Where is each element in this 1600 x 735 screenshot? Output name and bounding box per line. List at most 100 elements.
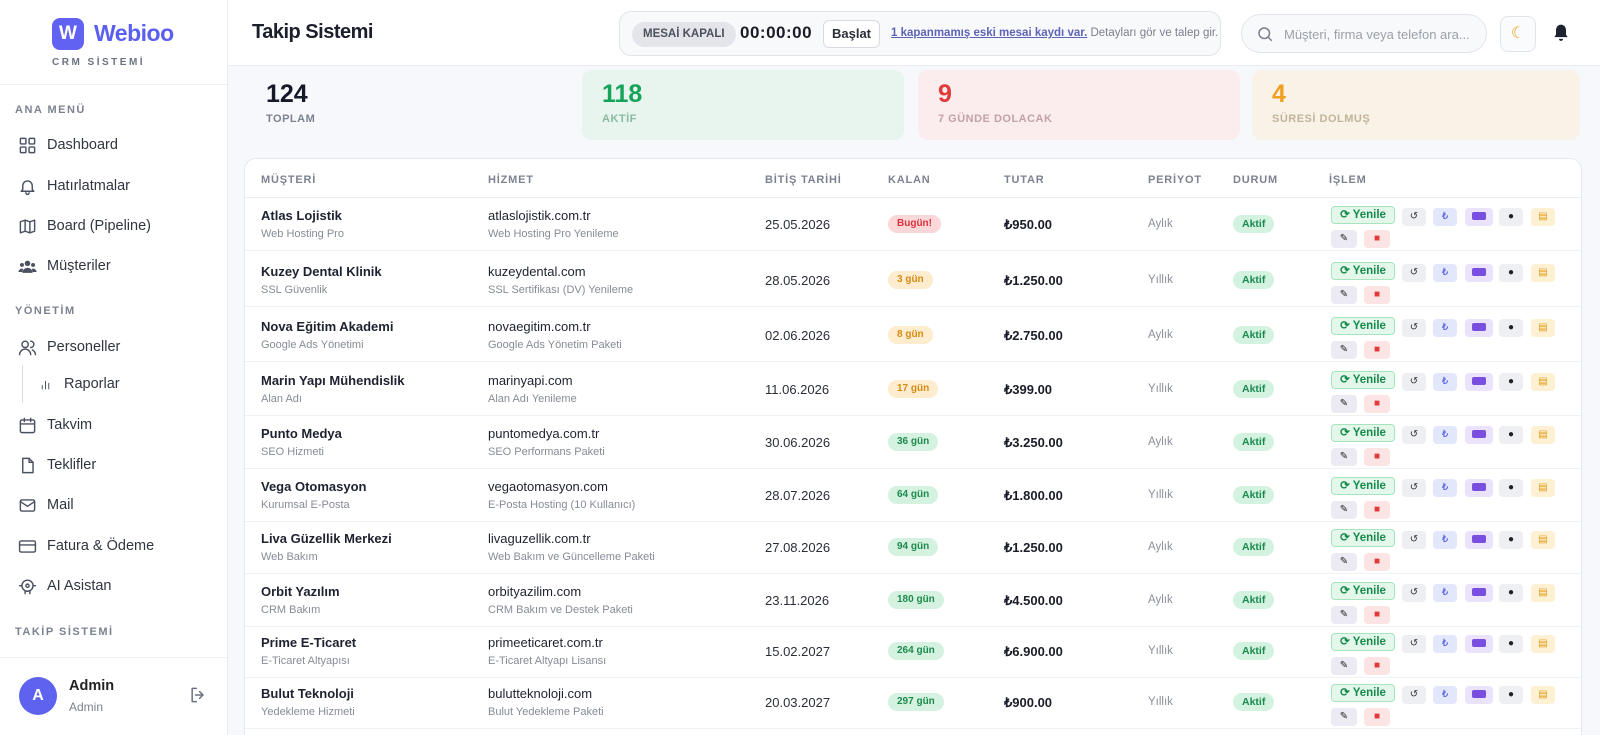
stat-card-total[interactable]: 124 TOPLAM (246, 70, 568, 140)
renew-button[interactable]: ⟳ Yenile (1331, 262, 1395, 280)
message-button[interactable]: ● (1499, 531, 1523, 549)
history-button[interactable]: ↺ (1402, 264, 1426, 282)
history-button[interactable]: ↺ (1402, 373, 1426, 391)
history-button[interactable]: ↺ (1402, 584, 1426, 602)
message-button[interactable]: ● (1499, 584, 1523, 602)
payment-button[interactable]: ₺ (1433, 686, 1457, 704)
customer-name[interactable]: Orbit Yazılım (261, 584, 340, 599)
sidebar-item-mail[interactable]: Mail (18, 490, 74, 520)
document-button[interactable]: ▤ (1531, 426, 1555, 444)
edit-button[interactable]: ✎ (1331, 657, 1357, 675)
message-button[interactable]: ● (1499, 208, 1523, 226)
message-button[interactable]: ● (1499, 635, 1523, 653)
invoice-button[interactable] (1465, 208, 1493, 226)
renew-button[interactable]: ⟳ Yenile (1331, 684, 1395, 702)
message-button[interactable]: ● (1499, 319, 1523, 337)
shift-start-button[interactable]: Başlat (823, 20, 880, 48)
payment-button[interactable]: ₺ (1433, 584, 1457, 602)
invoice-button[interactable] (1465, 635, 1493, 653)
customer-name[interactable]: Punto Medya (261, 426, 342, 441)
brand[interactable]: W Webioo CRM SİSTEMİ (0, 0, 227, 85)
delete-button[interactable]: ■ (1364, 341, 1390, 359)
renew-button[interactable]: ⟳ Yenile (1331, 633, 1395, 651)
edit-button[interactable]: ✎ (1331, 501, 1357, 519)
sidebar-item-customers[interactable]: Müşteriler (18, 251, 111, 281)
customer-name[interactable]: Kuzey Dental Klinik (261, 264, 382, 279)
message-button[interactable]: ● (1499, 686, 1523, 704)
invoice-button[interactable] (1465, 264, 1493, 282)
invoice-button[interactable] (1465, 479, 1493, 497)
search-input[interactable] (1284, 23, 1480, 45)
document-button[interactable]: ▤ (1531, 531, 1555, 549)
invoice-button[interactable] (1465, 686, 1493, 704)
customer-name[interactable]: Bulut Teknoloji (261, 686, 354, 701)
delete-button[interactable]: ■ (1364, 395, 1390, 413)
message-button[interactable]: ● (1499, 426, 1523, 444)
history-button[interactable]: ↺ (1402, 208, 1426, 226)
document-button[interactable]: ▤ (1531, 264, 1555, 282)
message-button[interactable]: ● (1499, 373, 1523, 391)
renew-button[interactable]: ⟳ Yenile (1331, 477, 1395, 495)
document-button[interactable]: ▤ (1531, 208, 1555, 226)
edit-button[interactable]: ✎ (1331, 553, 1357, 571)
table-row[interactable]: Orbit Yazılım CRM Bakım orbityazilim.com CR… (245, 575, 1581, 627)
delete-button[interactable]: ■ (1364, 606, 1390, 624)
edit-button[interactable]: ✎ (1331, 286, 1357, 304)
table-row[interactable]: Liva Güzellik Merkezi Web Bakım livaguzell… (245, 522, 1581, 574)
logout-button[interactable] (188, 685, 208, 705)
customer-name[interactable]: Liva Güzellik Merkezi (261, 531, 392, 546)
history-button[interactable]: ↺ (1402, 686, 1426, 704)
history-button[interactable]: ↺ (1402, 426, 1426, 444)
delete-button[interactable]: ■ (1364, 448, 1390, 466)
payment-button[interactable]: ₺ (1433, 531, 1457, 549)
history-button[interactable]: ↺ (1402, 319, 1426, 337)
stat-card-expired[interactable]: 4 SÜRESİ DOLMUŞ (1252, 70, 1580, 140)
renew-button[interactable]: ⟳ Yenile (1331, 582, 1395, 600)
delete-button[interactable]: ■ (1364, 657, 1390, 675)
sidebar-item-reports[interactable]: Raporlar (22, 365, 120, 403)
renew-button[interactable]: ⟳ Yenile (1331, 424, 1395, 442)
customer-name[interactable]: Vega Otomasyon (261, 479, 367, 494)
sidebar-item-offers[interactable]: Teklifler (18, 450, 96, 480)
notifications-button[interactable] (1551, 23, 1571, 43)
table-row[interactable]: Atlas Lojistik Web Hosting Pro atlaslojist… (245, 199, 1581, 251)
edit-button[interactable]: ✎ (1331, 341, 1357, 359)
invoice-button[interactable] (1465, 426, 1493, 444)
document-button[interactable]: ▤ (1531, 635, 1555, 653)
message-button[interactable]: ● (1499, 479, 1523, 497)
sidebar-item-staff[interactable]: Personeller (18, 332, 120, 362)
avatar[interactable]: A (19, 677, 57, 715)
invoice-button[interactable] (1465, 531, 1493, 549)
customer-name[interactable]: Marin Yapı Mühendislik (261, 373, 405, 388)
payment-button[interactable]: ₺ (1433, 319, 1457, 337)
history-button[interactable]: ↺ (1402, 479, 1426, 497)
sidebar-item-ai[interactable]: AI Asistan (18, 571, 111, 601)
invoice-button[interactable] (1465, 319, 1493, 337)
sidebar-item-dashboard[interactable]: Dashboard (18, 130, 118, 160)
stat-card-active[interactable]: 118 AKTİF (582, 70, 904, 140)
invoice-button[interactable] (1465, 373, 1493, 391)
document-button[interactable]: ▤ (1531, 479, 1555, 497)
edit-button[interactable]: ✎ (1331, 230, 1357, 248)
table-row[interactable]: Bulut Teknoloji Yedekleme Hizmeti buluttek… (245, 677, 1581, 729)
document-button[interactable]: ▤ (1531, 319, 1555, 337)
sidebar-item-calendar[interactable]: Takvim (18, 410, 92, 440)
edit-button[interactable]: ✎ (1331, 708, 1357, 726)
payment-button[interactable]: ₺ (1433, 373, 1457, 391)
renew-button[interactable]: ⟳ Yenile (1331, 371, 1395, 389)
delete-button[interactable]: ■ (1364, 708, 1390, 726)
invoice-button[interactable] (1465, 584, 1493, 602)
document-button[interactable]: ▤ (1531, 686, 1555, 704)
stat-card-due[interactable]: 9 7 GÜNDE DOLACAK (918, 70, 1240, 140)
renew-button[interactable]: ⟳ Yenile (1331, 206, 1395, 224)
sidebar-item-board[interactable]: Board (Pipeline) (18, 211, 151, 241)
history-button[interactable]: ↺ (1402, 635, 1426, 653)
edit-button[interactable]: ✎ (1331, 606, 1357, 624)
customer-name[interactable]: Atlas Lojistik (261, 208, 342, 223)
payment-button[interactable]: ₺ (1433, 208, 1457, 226)
payment-button[interactable]: ₺ (1433, 264, 1457, 282)
delete-button[interactable]: ■ (1364, 230, 1390, 248)
customer-name[interactable]: Prime E-Ticaret (261, 635, 357, 650)
message-button[interactable]: ● (1499, 264, 1523, 282)
history-button[interactable]: ↺ (1402, 531, 1426, 549)
